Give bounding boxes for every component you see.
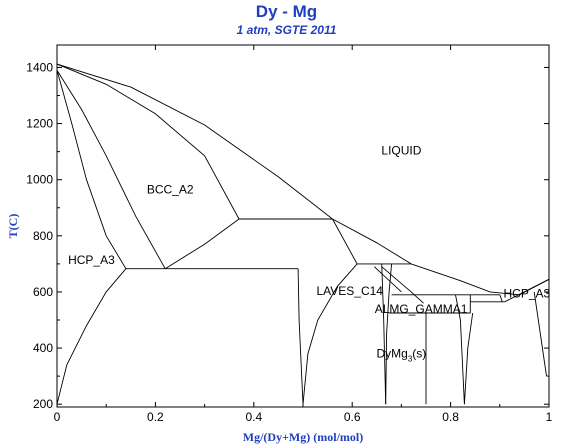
y-tick-label: 200 (33, 397, 53, 411)
phase-boundary-11 (302, 263, 358, 405)
y-tick-label: 1200 (26, 117, 53, 131)
x-tick-label: 0 (54, 410, 61, 424)
region-label-suffix: (s) (412, 346, 426, 360)
phase-boundary-22 (463, 312, 474, 405)
y-tick-label: 1000 (26, 173, 53, 187)
y-tick-label: 400 (33, 341, 53, 355)
region-label-7: HCP_A3 (504, 287, 551, 301)
x-tick-label: 0.4 (245, 410, 262, 424)
phase-boundary-25 (504, 278, 550, 303)
phase-boundary-14 (381, 263, 387, 405)
region-label-3: HCP_A3 (68, 253, 115, 267)
y-tick-label: 800 (33, 229, 53, 243)
region-label-2: BCC_A2 (147, 183, 194, 197)
x-axis-ticks: 0 0.2 0.4 0.6 0.8 1 (54, 45, 553, 424)
phase-boundary-13 (332, 218, 358, 265)
phase-boundary-15 (385, 263, 393, 405)
phase-boundary-21 (455, 294, 465, 405)
region-label-4: LAVES_C14 (316, 284, 383, 298)
chart-title: Dy - Mg (255, 2, 318, 21)
y-axis-label: T(C) (6, 214, 20, 239)
region-labels: LIQUID BCC_A2 HCP_A3 LAVES_C14 ALMG_GAMMA1 Dy… (68, 143, 550, 363)
x-axis-label: Mg/(Dy+Mg) (mol/mol) (243, 430, 363, 444)
region-label-1: LIQUID (381, 143, 421, 157)
y-tick-label: 600 (33, 285, 53, 299)
phase-boundary-26 (499, 294, 503, 302)
region-label-5: ALMG_GAMMA1 (375, 302, 468, 316)
x-tick-label: 1 (546, 410, 553, 424)
y-tick-label: 1400 (26, 60, 53, 74)
phase-boundary-27 (533, 291, 547, 377)
phase-boundaries (56, 63, 550, 405)
x-tick-label: 0.6 (344, 410, 361, 424)
phase-boundary-2 (56, 63, 412, 265)
region-label-6: DyMg3(s) (377, 346, 427, 363)
chart-subtitle: 1 atm, SGTE 2011 (236, 23, 337, 37)
phase-boundary-4 (56, 70, 166, 269)
y-axis-ticks: 200 400 600 800 1000 1200 1400 (26, 60, 549, 411)
phase-boundary-6 (56, 268, 127, 405)
x-tick-label: 0.8 (442, 410, 459, 424)
phase-boundary-17 (381, 266, 424, 304)
phase-boundary-10 (297, 268, 304, 405)
phase-boundary-5 (56, 70, 127, 269)
phase-boundary-7 (164, 218, 240, 270)
x-tick-label: 0.2 (147, 410, 164, 424)
phase-boundary-16 (373, 266, 402, 293)
phase-boundary-1 (56, 63, 240, 220)
region-label-subscript: 3 (408, 354, 413, 363)
